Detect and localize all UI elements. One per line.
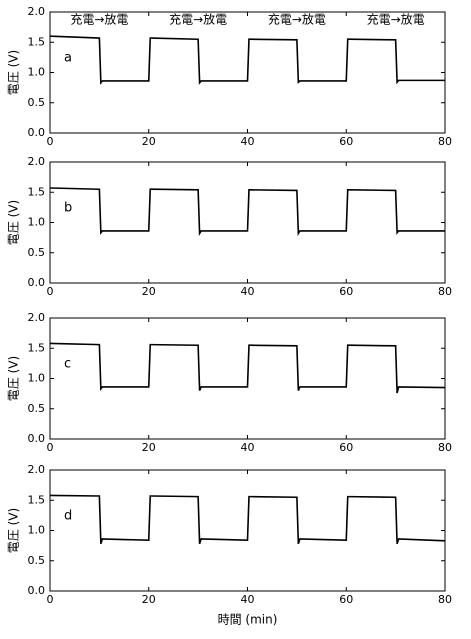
x-tick-label: 20 xyxy=(142,285,156,298)
y-tick-label: 1.0 xyxy=(28,66,46,79)
y-tick-label: 2.0 xyxy=(28,5,46,18)
y-tick-label: 0.0 xyxy=(28,432,46,445)
annotation: 充電→放電 xyxy=(367,12,425,27)
panel-label: d xyxy=(64,508,72,523)
y-tick-label: 0.0 xyxy=(28,584,46,597)
y-axis-label: 電圧 (V) xyxy=(7,200,21,245)
voltage-line xyxy=(50,342,446,394)
x-tick-label: 60 xyxy=(339,593,353,606)
y-tick-label: 2.0 xyxy=(28,311,46,324)
x-tick-label: 20 xyxy=(142,441,156,454)
y-tick-label: 1.5 xyxy=(28,185,46,198)
x-tick-label: 20 xyxy=(142,593,156,606)
y-tick-label: 2.0 xyxy=(28,463,46,476)
x-tick-label: 40 xyxy=(241,441,255,454)
y-tick-label: 1.0 xyxy=(28,216,46,229)
panel-label: a xyxy=(64,50,72,65)
y-axis-label: 電圧 (V) xyxy=(7,50,21,95)
panel-label: c xyxy=(64,356,71,371)
voltage-line xyxy=(50,494,446,545)
x-axis-label: 時間 (min) xyxy=(218,613,278,627)
x-tick-label: 80 xyxy=(438,441,452,454)
y-tick-label: 1.0 xyxy=(28,524,46,537)
panel-label: b xyxy=(64,200,72,215)
x-tick-label: 40 xyxy=(241,593,255,606)
x-tick-label: 0 xyxy=(47,285,54,298)
y-tick-label: 1.5 xyxy=(28,35,46,48)
y-tick-label: 0.5 xyxy=(28,554,46,567)
y-tick-label: 0.5 xyxy=(28,402,46,415)
y-axis-label: 電圧 (V) xyxy=(7,508,21,553)
annotation: 充電→放電 xyxy=(268,12,326,27)
y-tick-label: 1.5 xyxy=(28,341,46,354)
x-tick-label: 60 xyxy=(339,135,353,148)
voltage-line xyxy=(50,187,445,237)
x-tick-label: 80 xyxy=(438,135,452,148)
x-tick-label: 40 xyxy=(241,135,255,148)
y-tick-label: 1.5 xyxy=(28,493,46,506)
y-tick-label: 0.5 xyxy=(28,96,46,109)
x-tick-label: 20 xyxy=(142,135,156,148)
annotation: 充電→放電 xyxy=(169,12,227,27)
y-tick-label: 0.0 xyxy=(28,276,46,289)
x-tick-label: 80 xyxy=(438,593,452,606)
x-tick-label: 40 xyxy=(241,285,255,298)
x-tick-label: 0 xyxy=(47,593,54,606)
y-tick-label: 0.0 xyxy=(28,126,46,139)
y-tick-label: 0.5 xyxy=(28,246,46,259)
x-tick-label: 80 xyxy=(438,285,452,298)
x-tick-label: 0 xyxy=(47,135,54,148)
y-tick-label: 1.0 xyxy=(28,372,46,385)
voltage-line xyxy=(50,35,445,85)
y-axis-label: 電圧 (V) xyxy=(7,356,21,401)
x-tick-label: 60 xyxy=(339,441,353,454)
y-tick-label: 2.0 xyxy=(28,155,46,168)
x-tick-label: 0 xyxy=(47,441,54,454)
annotation: 充電→放電 xyxy=(70,12,128,27)
x-tick-label: 60 xyxy=(339,285,353,298)
